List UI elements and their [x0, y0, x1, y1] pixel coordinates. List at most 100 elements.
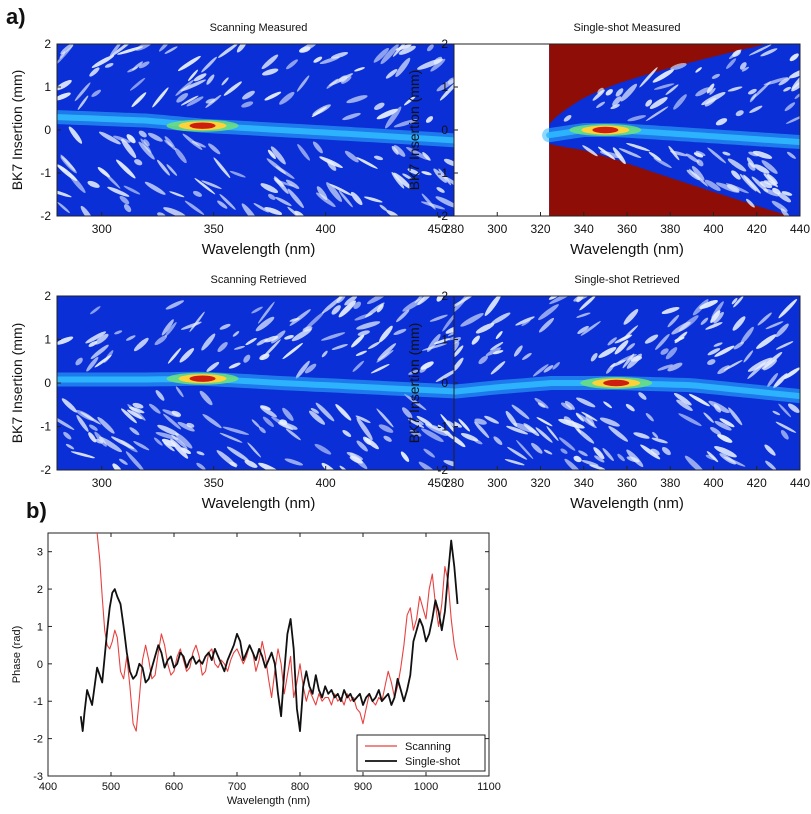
fringe-speckle [421, 171, 432, 176]
fringe-speckle [460, 312, 484, 327]
fringe-speckle [87, 180, 100, 188]
fringe-speckle [273, 177, 284, 187]
chart-title: Scanning Retrieved [210, 274, 306, 286]
fringe-speckle [603, 401, 612, 409]
no-data-region [454, 44, 550, 216]
y-tick-label: -1 [437, 420, 448, 434]
y-tick-label: 1 [441, 80, 448, 94]
fringe-speckle [789, 53, 799, 62]
fringe-speckle [271, 330, 286, 344]
fringe-speckle [138, 61, 150, 69]
fringe-speckle [163, 442, 175, 452]
fringe-speckle [331, 344, 348, 350]
heatmap-area [57, 296, 460, 470]
fringe-speckle [57, 92, 71, 101]
fringe-speckle [408, 369, 419, 375]
fringe-speckle [180, 79, 207, 92]
y-tick-label: -3 [33, 771, 43, 783]
fringe-speckle [402, 407, 413, 419]
fringe-speckle [703, 412, 714, 423]
fringe-speckle [205, 98, 216, 104]
fringe-speckle [507, 446, 528, 460]
fringe-speckle [644, 334, 659, 344]
fringe-speckle [434, 338, 451, 345]
fringe-speckle [714, 420, 732, 431]
fringe-speckle [657, 364, 673, 371]
fringe-speckle [392, 44, 408, 57]
fringe-speckle [706, 83, 715, 94]
fringe-speckle [127, 409, 143, 420]
fringe-speckle [338, 190, 353, 208]
fringe-speckle [425, 116, 434, 123]
fringe-speckle [633, 432, 650, 439]
fringe-speckle [728, 407, 743, 426]
fringe-speckle [191, 141, 206, 148]
fringe-speckle [88, 432, 97, 443]
fringe-speckle [719, 453, 737, 465]
fringe-speckle [109, 44, 123, 57]
fringe-speckle [91, 89, 102, 97]
fringe-speckle [695, 87, 710, 97]
fringe-speckle [251, 306, 263, 314]
fringe-speckle [435, 196, 458, 208]
fringe-speckle [674, 331, 688, 344]
fringe-speckle [522, 352, 532, 360]
fringe-speckle [543, 365, 554, 373]
peak-maximum [189, 122, 216, 129]
fringe-speckle [208, 143, 221, 155]
fringe-speckle [667, 314, 680, 328]
fringe-speckle [268, 193, 276, 200]
x-axis-label: Wavelength (nm) [227, 795, 310, 807]
fringe-speckle [407, 168, 420, 175]
fringe-speckle [157, 159, 170, 176]
fringe-speckle [728, 49, 742, 60]
fringe-speckle [645, 413, 654, 422]
fringe-speckle [132, 402, 144, 409]
fringe-speckle [778, 298, 798, 319]
fringe-speckle [516, 439, 534, 460]
fringe-speckle [693, 152, 704, 158]
fringe-speckle [775, 323, 789, 338]
fringe-speckle [420, 361, 434, 370]
y-tick-label: -2 [33, 734, 43, 746]
fringe-speckle [282, 342, 303, 360]
x-tick-label: 360 [617, 476, 637, 490]
fringe-speckle [126, 335, 136, 341]
fringe-speckle [660, 348, 669, 355]
fringe-speckle [688, 393, 710, 407]
fringe-speckle [267, 149, 276, 160]
fringe-speckle [714, 446, 737, 458]
fringe-speckle [262, 416, 274, 428]
fringe-speckle [546, 426, 559, 441]
fringe-speckle [391, 146, 399, 155]
fringe-speckle [430, 58, 446, 72]
fringe-speckle [436, 187, 445, 193]
fringe-speckle [68, 126, 83, 144]
x-tick-label: 300 [92, 222, 112, 236]
fringe-speckle [727, 86, 743, 92]
fringe-speckle [761, 351, 783, 370]
fringe-speckle [704, 179, 721, 191]
fringe-speckle [788, 68, 800, 79]
fringe-speckle [236, 44, 247, 53]
fringe-speckle [749, 93, 757, 103]
fringe-speckle [783, 86, 792, 92]
fringe-speckle [665, 84, 679, 96]
fringe-speckle [761, 160, 778, 174]
fringe-speckle [154, 335, 168, 346]
fringe-speckle [490, 361, 506, 375]
fringe-speckle [85, 331, 107, 344]
fringe-speckle [743, 174, 761, 194]
fringe-speckle [174, 147, 187, 164]
fringe-speckle [133, 441, 150, 451]
fringe-speckle [655, 333, 670, 350]
fringe-speckle [395, 57, 411, 78]
fringe-speckle [174, 432, 193, 449]
fringe-speckle [147, 132, 163, 142]
fringe-speckle [713, 403, 722, 413]
fringe-speckle [113, 135, 131, 143]
fringe-speckle [335, 404, 352, 421]
fringe-speckle [350, 191, 363, 206]
fringe-speckle [786, 151, 796, 159]
fringe-speckle [121, 408, 137, 424]
